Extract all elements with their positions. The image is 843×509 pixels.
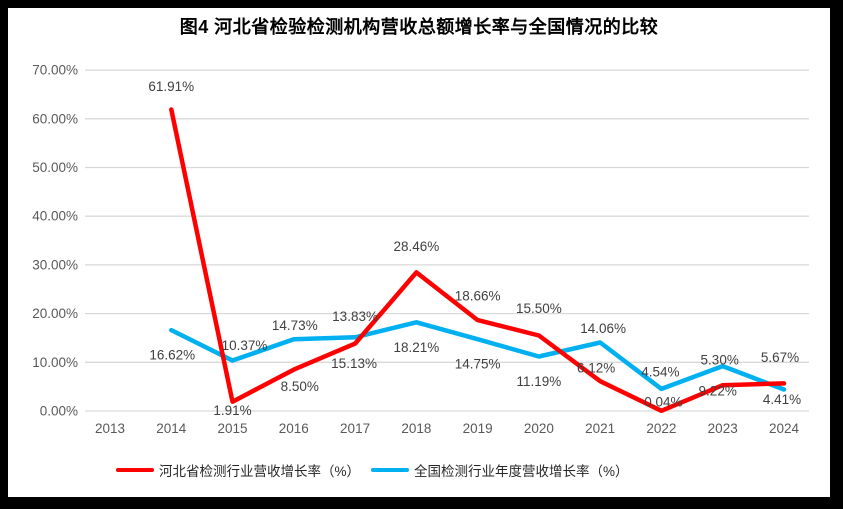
- data-label: 15.13%: [331, 356, 377, 371]
- x-axis-tick-label: 2016: [279, 421, 309, 436]
- x-axis-tick-label: 2023: [708, 421, 738, 436]
- chart-legend: 河北省检测行业营收增长率（%） 全国检测行业年度营收增长率（%）: [116, 460, 629, 480]
- y-axis-tick-label: 0.00%: [40, 404, 78, 419]
- data-label: 5.30%: [701, 353, 739, 368]
- data-label: 0.04%: [644, 394, 682, 409]
- x-axis-tick-label: 2024: [769, 421, 800, 436]
- legend-label-hebei: 河北省检测行业营收增长率（%）: [159, 464, 361, 479]
- series-line-national: [169, 320, 787, 392]
- window-border-right: [830, 0, 843, 509]
- window-border-bottom: [0, 497, 843, 509]
- series-line-hebei: [169, 107, 787, 414]
- x-axis-tick-label: 2018: [401, 421, 431, 436]
- data-label: 16.62%: [149, 348, 195, 363]
- legend-item-hebei: 河北省检测行业营收增长率（%）: [116, 460, 360, 480]
- data-label: 18.21%: [393, 340, 439, 355]
- data-label: 4.41%: [763, 392, 801, 407]
- data-label: 13.83%: [332, 309, 378, 324]
- x-axis-tick-label: 2022: [646, 421, 676, 436]
- data-label: 1.91%: [213, 403, 251, 418]
- data-label: 6.12%: [577, 361, 615, 376]
- y-axis-tick-label: 50.00%: [32, 160, 78, 175]
- x-axis-tick-label: 2013: [95, 421, 125, 436]
- legend-item-national: 全国检测行业年度营收增长率（%）: [371, 460, 629, 480]
- y-axis-tick-label: 20.00%: [32, 306, 78, 321]
- x-axis-tick-label: 2015: [218, 421, 248, 436]
- data-label: 15.50%: [516, 301, 562, 316]
- x-axis-tick-label: 2021: [585, 421, 615, 436]
- data-label: 28.46%: [393, 239, 439, 254]
- x-axis-tick-label: 2020: [524, 421, 554, 436]
- window-border-top: [0, 0, 843, 8]
- data-label: 11.19%: [516, 374, 561, 389]
- y-axis-tick-label: 30.00%: [32, 257, 78, 272]
- legend-swatch-blue-line: [371, 467, 410, 473]
- data-label: 4.54%: [641, 364, 679, 379]
- legend-swatch-red-line: [116, 467, 154, 473]
- data-label: 10.37%: [222, 338, 268, 353]
- x-axis-tick-label: 2017: [340, 421, 370, 436]
- legend-label-national: 全国检测行业年度营收增长率（%）: [414, 464, 629, 479]
- data-label: 18.66%: [455, 289, 501, 304]
- data-label: 9.22%: [699, 384, 737, 399]
- chart-title: 图4 河北省检验检测机构营收总额增长率与全国情况的比较: [179, 17, 659, 37]
- x-axis-tick-label: 2014: [156, 421, 187, 436]
- y-axis-tick-label: 40.00%: [32, 209, 78, 224]
- data-label: 61.91%: [148, 79, 194, 94]
- data-label: 14.06%: [580, 321, 626, 336]
- window-border-left: [0, 0, 8, 509]
- data-label: 5.67%: [761, 350, 799, 365]
- x-axis-tick-label: 2019: [463, 421, 493, 436]
- data-label: 14.75%: [455, 357, 501, 372]
- y-axis-tick-label: 10.00%: [32, 355, 78, 370]
- y-axis-tick-label: 70.00%: [32, 63, 78, 78]
- y-axis-tick-label: 60.00%: [32, 111, 78, 126]
- data-label: 8.50%: [281, 379, 319, 394]
- data-label: 14.73%: [272, 318, 318, 333]
